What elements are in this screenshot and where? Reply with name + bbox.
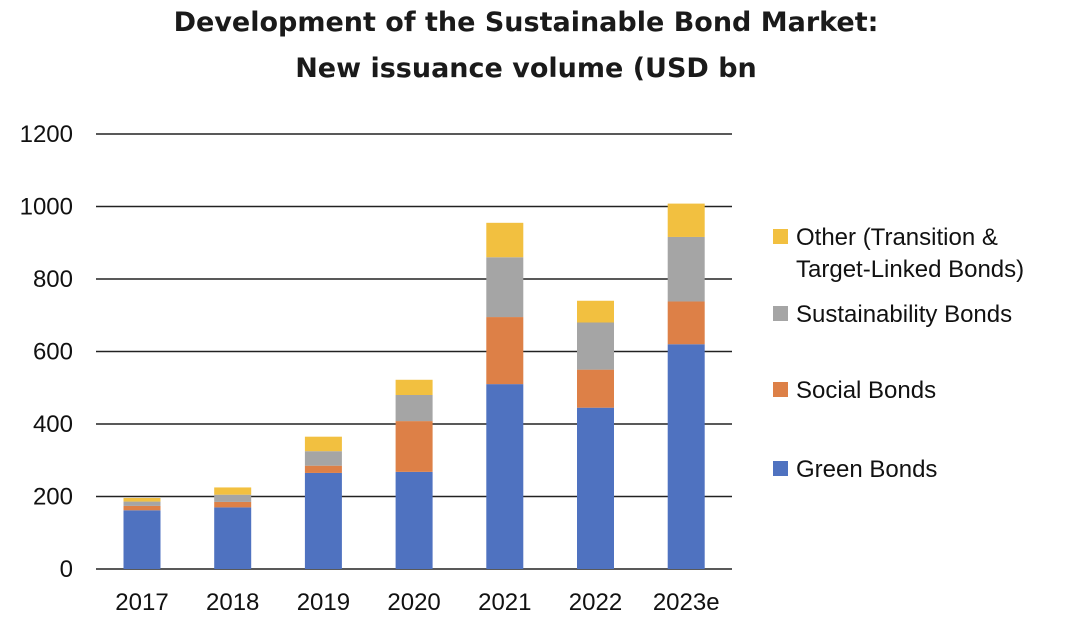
x-tick-label-2021: 2021 bbox=[478, 589, 531, 616]
bar-2023e-other-transition-target-linked-bonds bbox=[667, 203, 705, 237]
y-tick-label-400: 400 bbox=[33, 411, 73, 438]
y-axis-ticks: 0 200 400 600 800 1000 1200 bbox=[20, 121, 73, 583]
bar-2017-sustainability-bonds bbox=[123, 501, 161, 506]
bar-2020-green-bonds bbox=[395, 471, 433, 569]
bar-2021-other-transition-target-linked-bonds bbox=[486, 222, 524, 258]
y-tick-label-0: 0 bbox=[60, 556, 73, 583]
legend-item-social: Social Bonds bbox=[773, 377, 936, 404]
bar-2019-social-bonds bbox=[304, 465, 342, 473]
bar-2018-green-bonds bbox=[214, 507, 252, 569]
legend-swatch-green bbox=[773, 461, 788, 476]
bar-2023e-sustainability-bonds bbox=[667, 236, 705, 302]
legend-label-sustainability: Sustainability Bonds bbox=[796, 301, 1012, 328]
legend-label-other-line1: Other (Transition & bbox=[796, 224, 998, 251]
x-tick-label-2023e: 2023e bbox=[653, 589, 720, 616]
bar-2021-social-bonds bbox=[486, 317, 524, 385]
legend-swatch-other bbox=[773, 229, 788, 244]
x-tick-label-2020: 2020 bbox=[387, 589, 440, 616]
bar-2020-sustainability-bonds bbox=[395, 395, 433, 422]
x-tick-label-2017: 2017 bbox=[115, 589, 168, 616]
y-tick-label-800: 800 bbox=[33, 266, 73, 293]
legend: Other (Transition & Target-Linked Bonds)… bbox=[773, 224, 1024, 483]
x-tick-label-2019: 2019 bbox=[297, 589, 350, 616]
legend-item-sustainability: Sustainability Bonds bbox=[773, 301, 1012, 328]
legend-label-green: Green Bonds bbox=[796, 456, 937, 483]
x-tick-label-2018: 2018 bbox=[206, 589, 259, 616]
bar-2021-green-bonds bbox=[486, 384, 524, 569]
bar-2022-other-transition-target-linked-bonds bbox=[577, 300, 614, 323]
bar-2018-other-transition-target-linked-bonds bbox=[214, 487, 252, 495]
bar-2022-sustainability-bonds bbox=[577, 322, 614, 370]
bar-2020-other-transition-target-linked-bonds bbox=[395, 379, 433, 395]
y-tick-label-600: 600 bbox=[33, 339, 73, 366]
y-tick-label-200: 200 bbox=[33, 484, 73, 511]
legend-item-other: Other (Transition & Target-Linked Bonds) bbox=[773, 224, 1024, 283]
bar-2022-social-bonds bbox=[577, 369, 614, 408]
legend-label-other-line2: Target-Linked Bonds) bbox=[796, 256, 1024, 283]
y-tick-label-1200: 1200 bbox=[20, 121, 73, 148]
bar-2017-social-bonds bbox=[123, 505, 161, 511]
chart-title-block: Development of the Sustainable Bond Mark… bbox=[0, 0, 1052, 92]
bar-stacks bbox=[123, 203, 705, 569]
bar-2019-other-transition-target-linked-bonds bbox=[304, 436, 342, 452]
bar-2021-sustainability-bonds bbox=[486, 257, 524, 318]
bar-2018-sustainability-bonds bbox=[214, 494, 252, 502]
x-axis-ticks: 2017 2018 2019 2020 2021 2022 2023e bbox=[115, 589, 719, 616]
legend-swatch-sustainability bbox=[773, 306, 788, 321]
bar-2019-green-bonds bbox=[304, 472, 342, 569]
chart-subtitle: New issuance volume (USD bn bbox=[295, 53, 757, 84]
bar-2023e-green-bonds bbox=[667, 344, 705, 569]
legend-swatch-social bbox=[773, 382, 788, 397]
x-tick-label-2022: 2022 bbox=[569, 589, 622, 616]
bar-2017-other-transition-target-linked-bonds bbox=[123, 497, 161, 502]
bar-2019-sustainability-bonds bbox=[304, 451, 342, 466]
chart-title: Development of the Sustainable Bond Mark… bbox=[173, 7, 879, 38]
bar-2018-social-bonds bbox=[214, 501, 252, 508]
legend-item-green: Green Bonds bbox=[773, 456, 937, 483]
bar-2017-green-bonds bbox=[123, 510, 161, 569]
bar-2022-green-bonds bbox=[577, 407, 614, 569]
legend-label-social: Social Bonds bbox=[796, 377, 936, 404]
bar-2023e-social-bonds bbox=[667, 301, 705, 345]
y-tick-label-1000: 1000 bbox=[20, 194, 73, 221]
bar-2020-social-bonds bbox=[395, 421, 433, 472]
